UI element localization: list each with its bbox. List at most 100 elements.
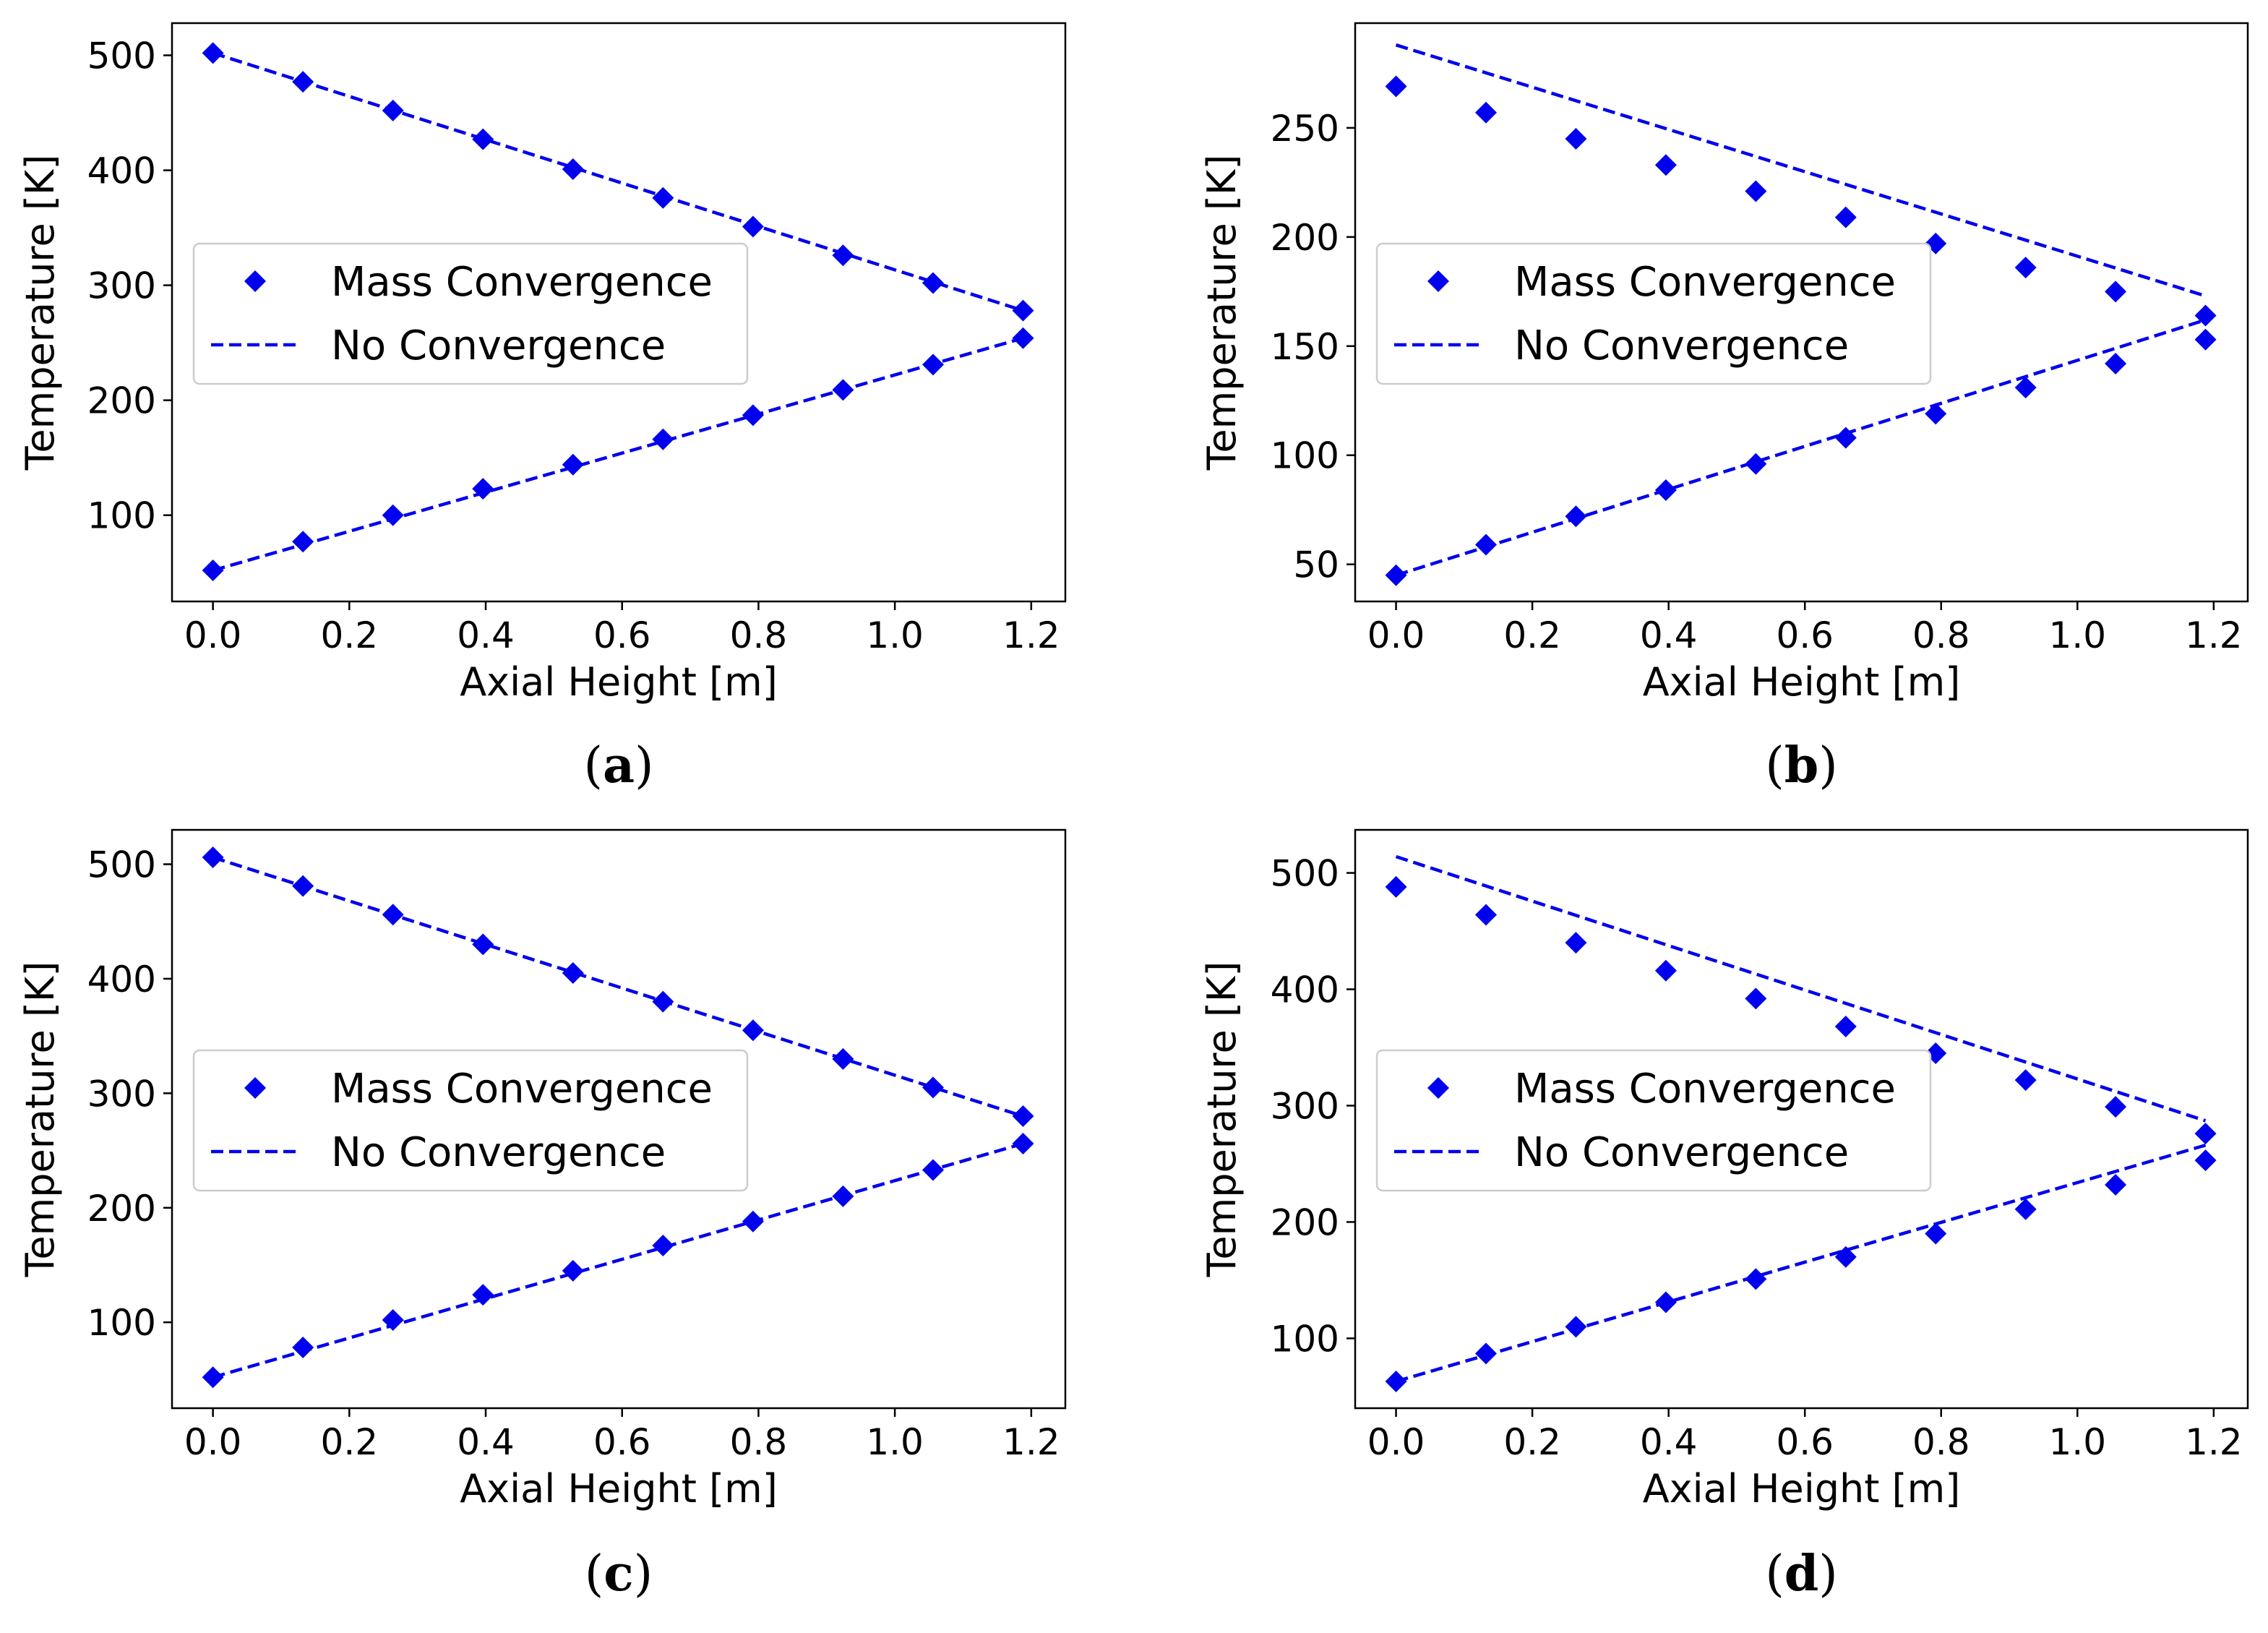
mass-convergence-point-lower — [1385, 564, 1407, 586]
mass-convergence-point-lower — [1385, 1370, 1407, 1392]
x-tick-label: 0.2 — [321, 1421, 379, 1463]
caption-open: ( — [1765, 737, 1784, 794]
x-tick-label: 0.2 — [321, 614, 379, 656]
caption-open: ( — [585, 1546, 604, 1603]
mass-convergence-point-lower — [1012, 1133, 1034, 1155]
x-tick-label: 0.6 — [593, 614, 651, 656]
caption-open: ( — [1765, 1546, 1784, 1603]
y-tick-label: 500 — [87, 35, 156, 77]
mass-convergence-point-upper — [1475, 904, 1498, 926]
mass-convergence-point-upper — [1745, 180, 1767, 202]
mass-convergence-point-upper — [1565, 932, 1587, 954]
legend-frame — [1375, 242, 1932, 385]
legend-label-mass-convergence: Mass Convergence — [331, 1066, 713, 1113]
panel-a: 0.0 0.2 0.4 0.6 0.8 1.0 1.2 100 200 300 400 500 Axia… — [17, 22, 1067, 794]
x-axis-label: Axial Height [m] — [460, 1466, 778, 1512]
legend-label-mass-convergence: Mass Convergence — [331, 259, 713, 306]
mass-convergence-point-upper — [1834, 206, 1857, 228]
x-tick-label: 1.2 — [2185, 1421, 2243, 1463]
mass-convergence-point-upper — [742, 215, 764, 238]
panel-caption: (a) — [583, 737, 653, 794]
mass-convergence-point-lower — [742, 404, 764, 427]
mass-convergence-point-lower — [1834, 1246, 1857, 1268]
caption-close: ) — [1818, 737, 1838, 794]
y-tick-label: 200 — [87, 380, 156, 422]
mass-convergence-point-lower — [202, 560, 224, 582]
x-tick-label: 1.0 — [2049, 614, 2107, 656]
mass-convergence-point-upper — [202, 846, 224, 869]
legend: Mass Convergence No Convergence — [1375, 1049, 1932, 1192]
mass-convergence-point-lower — [832, 1185, 854, 1207]
x-tick-label: 0.2 — [1503, 1421, 1561, 1463]
legend-label-mass-convergence: Mass Convergence — [1514, 259, 1896, 306]
mass-convergence-point-lower — [1745, 1268, 1767, 1290]
mass-convergence-point-lower — [1745, 453, 1767, 475]
x-tick-label: 0.4 — [457, 1421, 515, 1463]
x-tick-label: 1.2 — [1002, 1421, 1060, 1463]
mass-convergence-point-upper — [2194, 304, 2217, 327]
y-tick-label: 50 — [1293, 544, 1339, 586]
mass-convergence-point-upper — [1012, 299, 1034, 322]
mass-convergence-point-lower — [1475, 1342, 1498, 1365]
x-tick-label: 0.6 — [1776, 1421, 1834, 1463]
caption-letter: c — [603, 1545, 633, 1603]
no-convergence-line-upper — [1395, 43, 2207, 298]
mass-convergence-point-upper — [1475, 101, 1498, 124]
mass-convergence-point-lower — [1925, 403, 1947, 425]
mass-convergence-point-upper — [1385, 75, 1407, 98]
y-tick-label: 100 — [1271, 1318, 1339, 1360]
panel-caption: (c) — [585, 1545, 653, 1603]
mass-convergence-point-upper — [832, 244, 854, 267]
legend-frame — [192, 1049, 749, 1192]
mass-convergence-point-upper — [1012, 1105, 1034, 1128]
mass-convergence-point-upper — [472, 128, 494, 150]
mass-convergence-point-lower — [2194, 1149, 2217, 1172]
mass-convergence-point-lower — [922, 353, 944, 376]
y-tick-label: 400 — [1271, 969, 1339, 1011]
plot-frame — [171, 828, 1067, 1410]
x-tick-label: 0.8 — [730, 1421, 788, 1463]
caption-close: ) — [634, 1546, 653, 1603]
y-tick-label: 300 — [87, 1073, 156, 1115]
legend-diamond-icon — [244, 270, 266, 292]
x-axis-label: Axial Height [m] — [460, 659, 778, 705]
x-axis-label: Axial Height [m] — [1643, 1466, 1961, 1512]
legend-label-mass-convergence: Mass Convergence — [1514, 1066, 1896, 1113]
y-tick-label: 300 — [1271, 1085, 1339, 1127]
legend-frame — [192, 242, 749, 385]
mass-convergence-point-upper — [562, 962, 584, 985]
mass-convergence-point-lower — [1925, 1222, 1947, 1245]
legend-frame — [1375, 1049, 1932, 1192]
x-tick-label: 1.0 — [866, 1421, 924, 1463]
no-convergence-line-lower — [212, 1141, 1024, 1379]
x-axis-label: Axial Height [m] — [1643, 659, 1961, 705]
y-tick-label: 100 — [87, 1302, 156, 1344]
x-tick-label: 0.2 — [1503, 614, 1561, 656]
mass-convergence-point-upper — [2014, 1069, 2037, 1092]
mass-convergence-point-lower — [922, 1159, 944, 1181]
legend-label-no-convergence: No Convergence — [331, 1129, 666, 1176]
mass-convergence-point-lower — [2105, 1173, 2127, 1196]
legend-label-no-convergence: No Convergence — [331, 322, 666, 369]
legend-label-no-convergence: No Convergence — [1514, 1129, 1849, 1176]
y-tick-label: 500 — [1271, 853, 1339, 895]
y-tick-label: 250 — [1271, 108, 1339, 150]
mass-convergence-point-upper — [382, 904, 404, 926]
mass-convergence-point-upper — [202, 42, 224, 64]
y-tick-label: 500 — [87, 844, 156, 886]
mass-convergence-point-lower — [382, 1309, 404, 1332]
y-tick-label: 400 — [87, 150, 156, 192]
x-tick-label: 0.8 — [1912, 614, 1970, 656]
mass-convergence-point-lower — [652, 1235, 674, 1257]
mass-convergence-point-lower — [292, 531, 314, 553]
no-convergence-line-lower — [212, 336, 1024, 573]
mass-convergence-point-upper — [1834, 1016, 1857, 1038]
mass-convergence-point-upper — [652, 990, 674, 1013]
mass-convergence-point-lower — [382, 504, 404, 526]
mass-convergence-point-upper — [922, 1076, 944, 1099]
caption-close: ) — [635, 737, 654, 794]
plot-frame — [1354, 828, 2249, 1410]
mass-convergence-point-lower — [1012, 327, 1034, 349]
x-tick-label: 1.0 — [2049, 1421, 2107, 1463]
caption-close: ) — [1818, 1546, 1838, 1603]
